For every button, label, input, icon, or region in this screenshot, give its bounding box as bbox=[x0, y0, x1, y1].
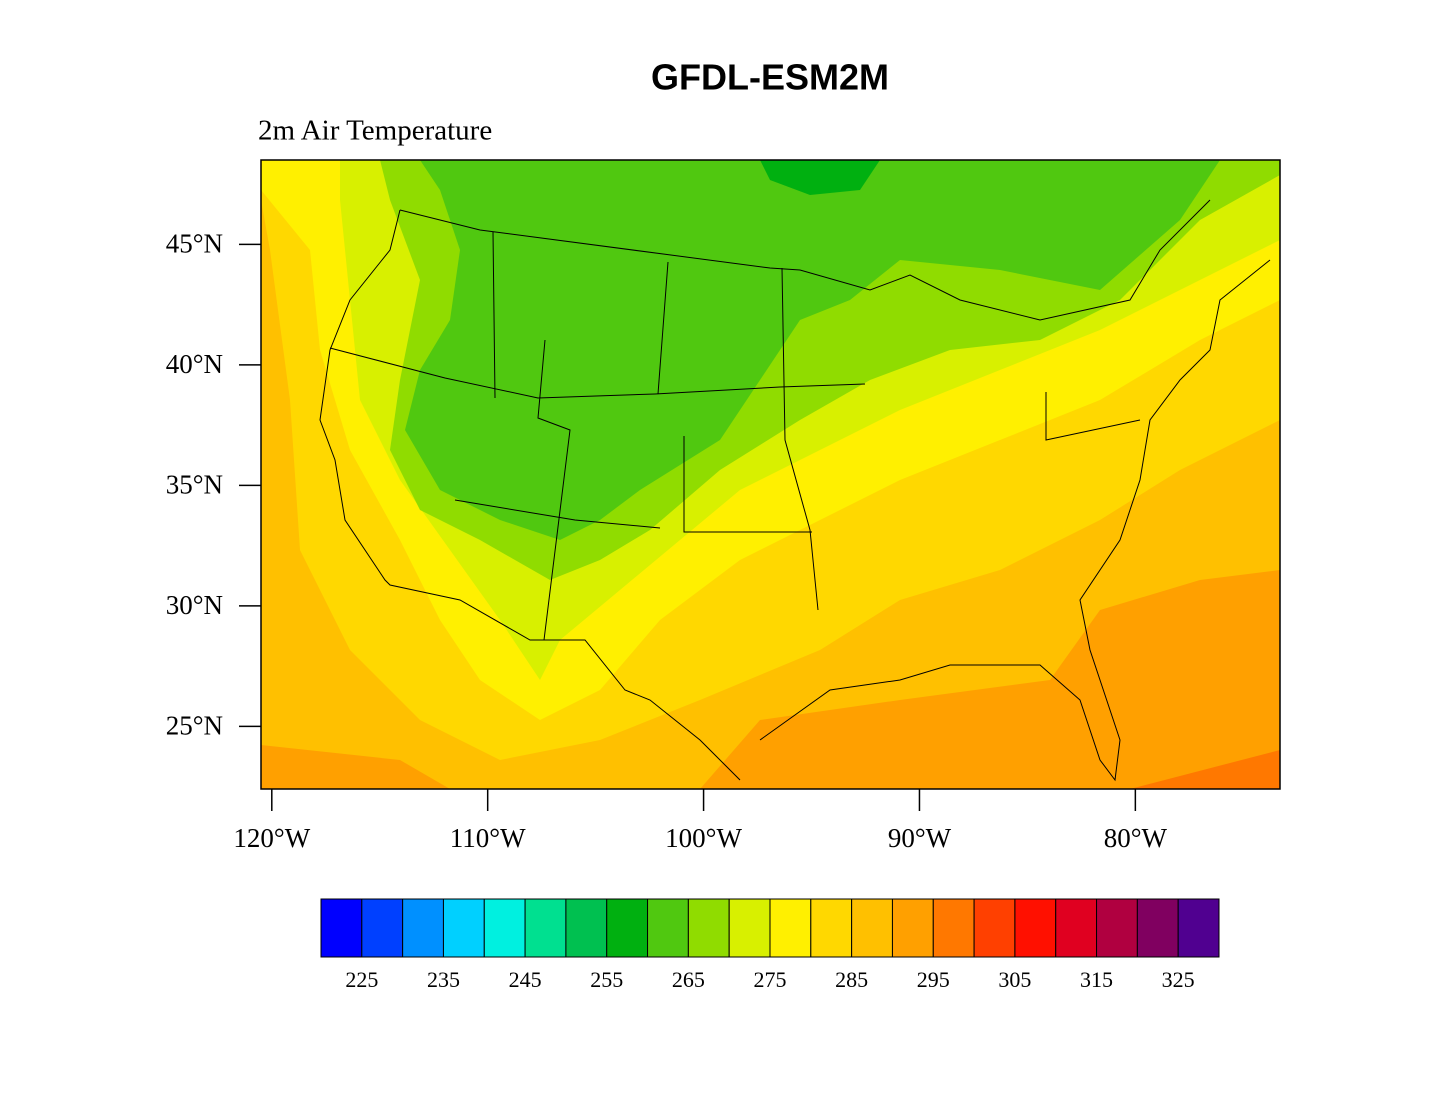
colorbar-label: 265 bbox=[672, 967, 705, 992]
colorbar-swatch bbox=[647, 898, 689, 958]
colorbar-swatch bbox=[810, 898, 853, 958]
colorbar-swatch bbox=[932, 898, 975, 958]
contour-band bbox=[700, 570, 1280, 789]
colorbar-swatch bbox=[402, 898, 444, 958]
contour-band bbox=[405, 160, 1220, 540]
x-tick-label: 90°W bbox=[888, 823, 952, 853]
colorbar-swatch bbox=[1096, 898, 1138, 958]
subtitle: 2m Air Temperature bbox=[258, 115, 492, 147]
colorbar-swatch bbox=[687, 898, 730, 958]
colorbar-label: 295 bbox=[917, 967, 950, 992]
colorbar-swatch bbox=[1136, 898, 1179, 958]
country-border bbox=[399, 199, 1211, 321]
map-frame bbox=[260, 159, 1281, 790]
contour-field bbox=[261, 160, 1280, 789]
colorbar-label: 255 bbox=[590, 967, 623, 992]
title: GFDL-ESM2M bbox=[651, 57, 889, 98]
y-tick-label: 35°N bbox=[166, 470, 223, 500]
coastline bbox=[319, 209, 1271, 782]
contour-band bbox=[760, 160, 880, 195]
colorbar-label: 315 bbox=[1080, 967, 1113, 992]
colorbar-swatch bbox=[442, 898, 485, 958]
colorbar-swatch bbox=[320, 898, 363, 958]
colorbar-label: 305 bbox=[998, 967, 1031, 992]
colorbar-label: 245 bbox=[509, 967, 542, 992]
x-tick-label: 120°W bbox=[233, 823, 310, 853]
colorbar-swatch bbox=[891, 898, 934, 958]
colorbar-swatch bbox=[728, 898, 771, 958]
colorbar-label: 235 bbox=[427, 967, 460, 992]
y-tick-label: 45°N bbox=[166, 229, 223, 259]
state-lines bbox=[329, 231, 1141, 641]
contour-band bbox=[1130, 750, 1280, 789]
colorbar-label: 225 bbox=[345, 967, 378, 992]
colorbar-swatch bbox=[524, 898, 567, 958]
y-tick-label: 25°N bbox=[166, 711, 223, 741]
colorbar-swatch bbox=[565, 898, 608, 958]
colorbar-swatch bbox=[483, 898, 526, 958]
colorbar-swatch bbox=[1014, 898, 1057, 958]
colorbar-swatch bbox=[606, 898, 649, 958]
colorbar-label: 275 bbox=[754, 967, 787, 992]
colorbar-swatch bbox=[851, 898, 893, 958]
colorbar-swatch bbox=[361, 898, 404, 958]
x-tick-label: 100°W bbox=[665, 823, 742, 853]
colorbar-swatch bbox=[1055, 898, 1098, 958]
colorbar-swatch bbox=[769, 898, 812, 958]
colorbar-swatch bbox=[1177, 898, 1220, 958]
axes: 120°W 110°W 100°W 90°W 80°W 45°N 40°N 35°N 30°N 2… bbox=[166, 229, 1168, 854]
x-tick-label: 80°W bbox=[1104, 823, 1168, 853]
colorbar: 225 235 245 255 265 275 285 295 305 315 325 bbox=[320, 898, 1220, 992]
y-tick-label: 30°N bbox=[166, 590, 223, 620]
y-tick-label: 40°N bbox=[166, 349, 223, 379]
colorbar-label: 325 bbox=[1162, 967, 1195, 992]
colorbar-swatch bbox=[973, 898, 1016, 958]
x-tick-label: 110°W bbox=[450, 823, 526, 853]
contour-band bbox=[261, 745, 450, 789]
colorbar-label: 285 bbox=[835, 967, 868, 992]
